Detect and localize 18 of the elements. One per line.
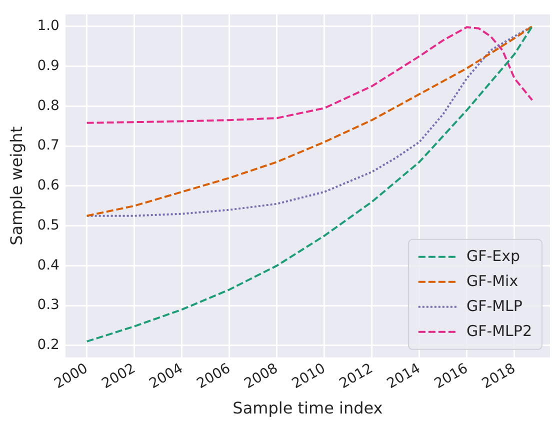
legend-label: GF-MLP2 (466, 322, 532, 340)
y-tick-label: 1.0 (37, 18, 60, 34)
y-tick-label: 0.9 (37, 58, 60, 74)
y-tick-label: 0.2 (37, 337, 60, 354)
line-series (86, 25, 534, 342)
y-axis-title: Sample weight (6, 126, 26, 246)
x-axis-title: Sample time index (232, 398, 383, 418)
y-tick-label: 0.6 (37, 178, 60, 194)
line-series (86, 25, 534, 217)
y-tick-label: 0.8 (37, 98, 60, 114)
line-series (86, 26, 534, 124)
y-tick-label: 0.5 (37, 217, 60, 234)
y-tick-label: 0.4 (37, 257, 60, 274)
legend-label: GF-MLP (466, 296, 522, 315)
y-tick-label: 0.3 (37, 297, 60, 314)
legend-label: GF-Exp (466, 246, 520, 265)
legend-label: GF-Mix (466, 272, 518, 290)
y-tick-label: 0.7 (37, 138, 60, 154)
